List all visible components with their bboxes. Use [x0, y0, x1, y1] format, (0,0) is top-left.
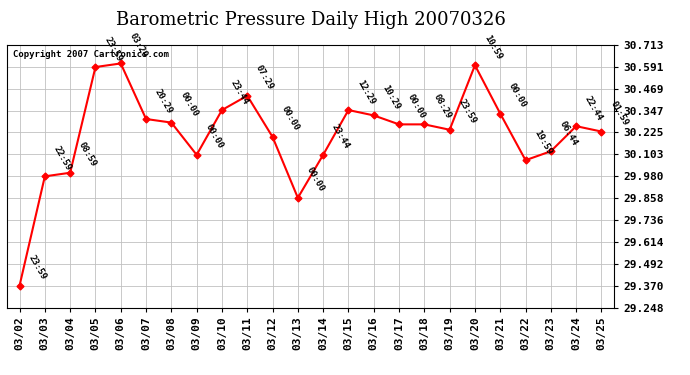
Text: 00:00: 00:00 — [204, 123, 225, 151]
Text: 10:59: 10:59 — [482, 33, 503, 61]
Text: 00:00: 00:00 — [507, 82, 529, 110]
Text: 19:59: 19:59 — [533, 128, 554, 156]
Text: 12:29: 12:29 — [355, 78, 377, 106]
Text: 23:59: 23:59 — [102, 35, 124, 63]
Text: 06:44: 06:44 — [558, 119, 579, 147]
Text: 00:00: 00:00 — [279, 105, 301, 133]
Text: 00:00: 00:00 — [178, 91, 199, 118]
Text: 07:29: 07:29 — [254, 64, 275, 92]
Text: 00:00: 00:00 — [305, 166, 326, 194]
Text: Copyright 2007 Cartronics.com: Copyright 2007 Cartronics.com — [13, 50, 169, 59]
Text: 23:59: 23:59 — [457, 98, 478, 126]
Text: 22:44: 22:44 — [583, 94, 604, 122]
Text: Barometric Pressure Daily High 20070326: Barometric Pressure Daily High 20070326 — [115, 11, 506, 29]
Text: 23:44: 23:44 — [330, 123, 351, 151]
Text: 08:29: 08:29 — [431, 92, 453, 120]
Text: 10:29: 10:29 — [381, 84, 402, 111]
Text: 23:44: 23:44 — [229, 78, 250, 106]
Text: 01:59: 01:59 — [609, 100, 630, 128]
Text: 08:59: 08:59 — [77, 141, 99, 169]
Text: 20:29: 20:29 — [153, 87, 175, 115]
Text: 00:00: 00:00 — [406, 92, 427, 120]
Text: 23:59: 23:59 — [26, 254, 48, 282]
Text: 03:29: 03:29 — [128, 32, 149, 59]
Text: 22:59: 22:59 — [52, 144, 73, 172]
